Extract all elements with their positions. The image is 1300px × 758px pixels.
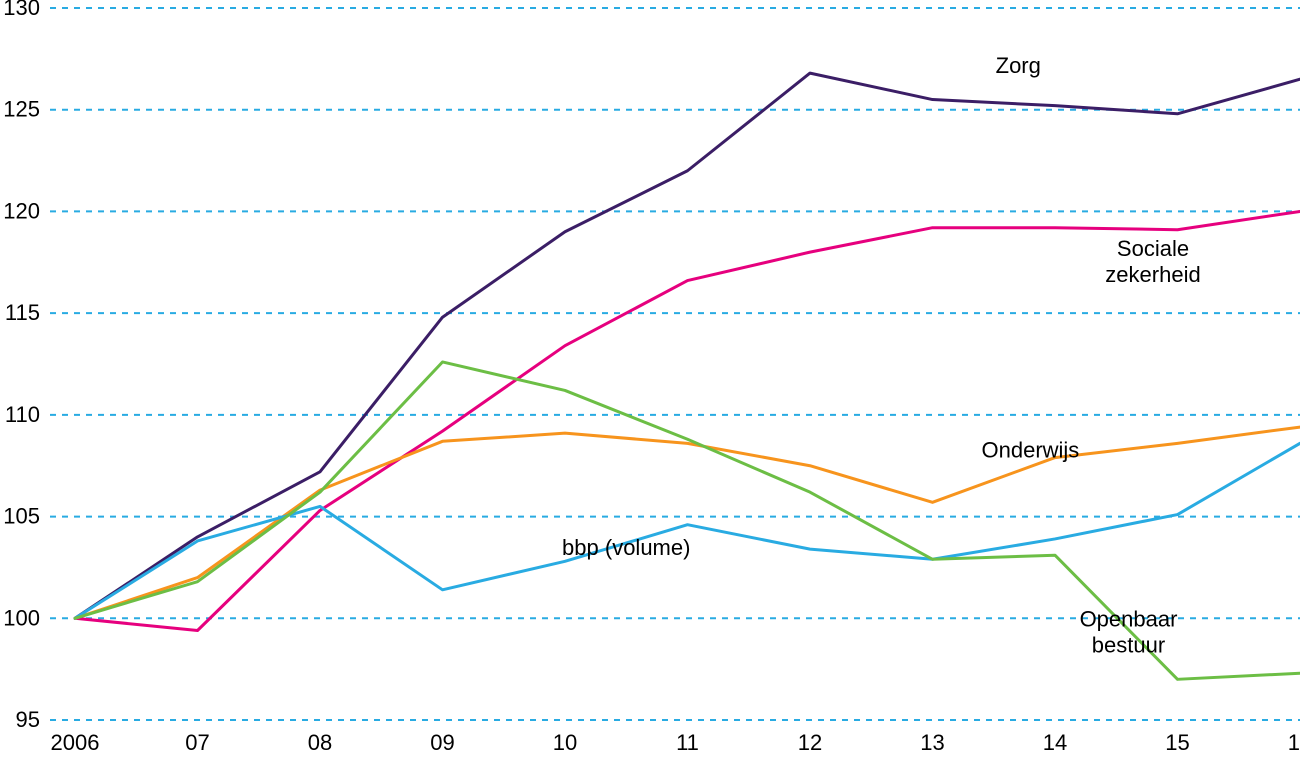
y-tick-label: 120 <box>3 198 40 223</box>
series-label: Onderwijs <box>982 438 1080 463</box>
series-label: bestuur <box>1092 632 1165 657</box>
series-line-bbp-volume- <box>75 443 1300 618</box>
x-tick-label: 09 <box>430 730 454 755</box>
x-tick-label: 15 <box>1165 730 1189 755</box>
y-tick-label: 115 <box>5 300 40 325</box>
chart-svg: 95 100 105 110 115 120 125 130 2006 07 08 09 10 11 12 1… <box>0 0 1300 758</box>
y-tick-label: 100 <box>3 605 40 630</box>
x-tick-label: 16 <box>1288 730 1300 755</box>
x-tick-label: 2006 <box>51 730 100 755</box>
x-tick-label: 07 <box>185 730 209 755</box>
series-label: Sociale <box>1117 236 1189 261</box>
series-label: Openbaar <box>1080 606 1178 631</box>
y-tick-label: 130 <box>3 0 40 20</box>
x-tick-label: 10 <box>553 730 577 755</box>
series-label: zekerheid <box>1105 262 1200 287</box>
line-chart: 95 100 105 110 115 120 125 130 2006 07 08 09 10 11 12 1… <box>0 0 1300 758</box>
x-tick-label: 11 <box>676 730 699 755</box>
x-tick-label: 13 <box>920 730 944 755</box>
series-label: bbp (volume) <box>562 535 690 560</box>
y-tick-label: 125 <box>3 97 40 122</box>
y-tick-label: 110 <box>5 402 40 427</box>
y-tick-label: 105 <box>3 504 40 529</box>
x-tick-label: 08 <box>308 730 332 755</box>
y-tick-label: 95 <box>16 707 40 732</box>
series-label: Zorg <box>996 53 1041 78</box>
x-tick-label: 14 <box>1043 730 1067 755</box>
x-tick-label: 12 <box>798 730 822 755</box>
